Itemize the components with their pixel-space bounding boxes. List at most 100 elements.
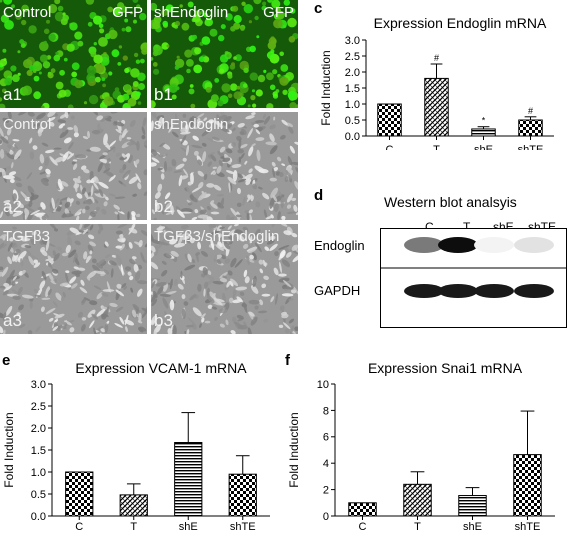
y-tick-label: 6 [323,432,329,444]
x-tick-label: shTE [515,521,541,533]
y-axis-label: Fold Induction [287,412,301,487]
y-tick-label: 8 [323,405,329,417]
chart-vcam1-mrna: Expression VCAM-1 mRNA Fold Induction 0.0 0… [2,360,270,533]
micrograph-b2: shEndoglin b2 [151,112,298,220]
micrograph-b1: shEndoglin GFP b1 [151,0,298,108]
western-blot-image [380,228,567,328]
y-tick-label: 4 [323,458,329,470]
micrograph-title: TGFβ3/shEndoglin [154,228,280,245]
blot-row-label-gapdh: GAPDH [314,283,361,298]
bar-shTE [513,454,542,517]
x-tick-label: T [414,521,421,533]
micrograph-title: Control [3,4,52,21]
micrograph-a1: Control GFP a1 [0,0,147,108]
phase-cells-image [0,224,147,334]
y-tick-label: 1.0 [345,99,360,111]
x-tick-label: C [75,521,83,533]
bar-shTE [518,119,543,137]
chart-title: Expression Snai1 mRNA [368,360,523,376]
micrograph-a2: Control a2 [0,112,147,220]
micrograph-title: shEndoglin [154,116,229,133]
bar-T [119,494,148,517]
panel-letter-f: f [285,352,290,369]
y-tick-label: 0.5 [345,115,360,127]
micrograph-channel: GFP [112,4,143,21]
blot-band [514,237,554,253]
y-tick-label: 0 [323,511,329,523]
y-tick-label: 1.5 [345,83,360,95]
y-tick-label: 3.0 [31,379,46,391]
micrograph-title: TGFβ3 [3,228,50,245]
gfp-cells-image [0,0,147,108]
micrograph-a3: TGFβ3 a3 [0,224,147,334]
y-axis-label: Fold Induction [2,412,16,487]
y-tick-label: 0.0 [345,131,360,143]
gfp-cells-image [151,0,298,108]
x-tick-label: shTE [230,521,256,533]
panel-letter-d: d [314,187,324,204]
chart-title: Expression Endoglin mRNA [374,15,547,31]
blot-band [438,237,478,253]
blot-title: Western blot analsyis [384,194,517,210]
lane-label: C [425,220,434,234]
y-axis-label: Fold Induction [319,50,333,125]
phase-cells-image [151,224,298,334]
blot-band [404,284,444,298]
chart-title: Expression VCAM-1 mRNA [75,360,247,376]
micrograph-tag: b1 [154,85,173,104]
bar-T [424,77,449,137]
phase-cells-image [151,112,298,220]
bar-shE [471,128,496,137]
x-tick-label: C [386,144,394,150]
micrograph-tag: b3 [154,311,173,330]
y-tick-label: 0.0 [31,511,46,523]
chart-endoglin-mrna: Expression Endoglin mRNA Fold Induction 0.… [319,15,554,150]
bar-shTE [228,473,257,517]
micrograph-b3: TGFβ3/shEndoglin b3 [151,224,298,334]
micrograph-channel: GFP [263,4,294,21]
x-tick-label: shE [474,144,493,150]
y-tick-label: 1.5 [31,445,46,457]
blot-band [474,237,514,253]
significance-mark: * [482,116,486,126]
micrograph-title: Control [3,116,52,133]
bar-C [348,502,377,517]
y-tick-label: 2.0 [345,67,360,79]
x-tick-label: T [433,144,440,150]
bar-C [65,471,94,517]
bar-C [377,103,402,137]
y-tick-label: 2.0 [31,423,46,435]
micrograph-title: shEndoglin [154,4,229,21]
blot-row-label-endoglin: Endoglin [314,238,365,253]
bar-T [403,483,432,517]
y-tick-label: 2.5 [345,51,360,63]
y-tick-label: 1.0 [31,467,46,479]
significance-mark: # [434,53,439,63]
y-tick-label: 2 [323,484,329,496]
y-tick-label: 0.5 [31,489,46,501]
y-tick-label: 3.0 [345,35,360,47]
y-tick-label: 2.5 [31,401,46,413]
micrograph-tag: a1 [3,85,22,104]
lane-label: T [463,220,471,234]
phase-cells-image [0,112,147,220]
significance-mark: # [528,106,533,116]
blot-band [438,284,478,298]
panel-letter-e: e [2,352,11,369]
x-tick-label: T [130,521,137,533]
blot-band [404,237,444,253]
micrograph-tag: a2 [3,197,22,216]
y-tick-label: 10 [317,379,329,391]
bar-shE [174,442,203,517]
bar-shE [458,495,487,517]
x-tick-label: shE [463,521,482,533]
x-tick-label: shE [179,521,198,533]
panel-letter-c: c [314,0,323,17]
chart-snai1-mrna: Expression Snai1 mRNA Fold Induction 0 2 4 6 8… [287,360,555,533]
micrograph-tag: a3 [3,311,22,330]
x-tick-label: C [359,521,367,533]
blot-band [474,284,514,298]
micrograph-tag: b2 [154,197,173,216]
blot-band [514,284,554,298]
x-tick-label: shTE [518,144,544,150]
